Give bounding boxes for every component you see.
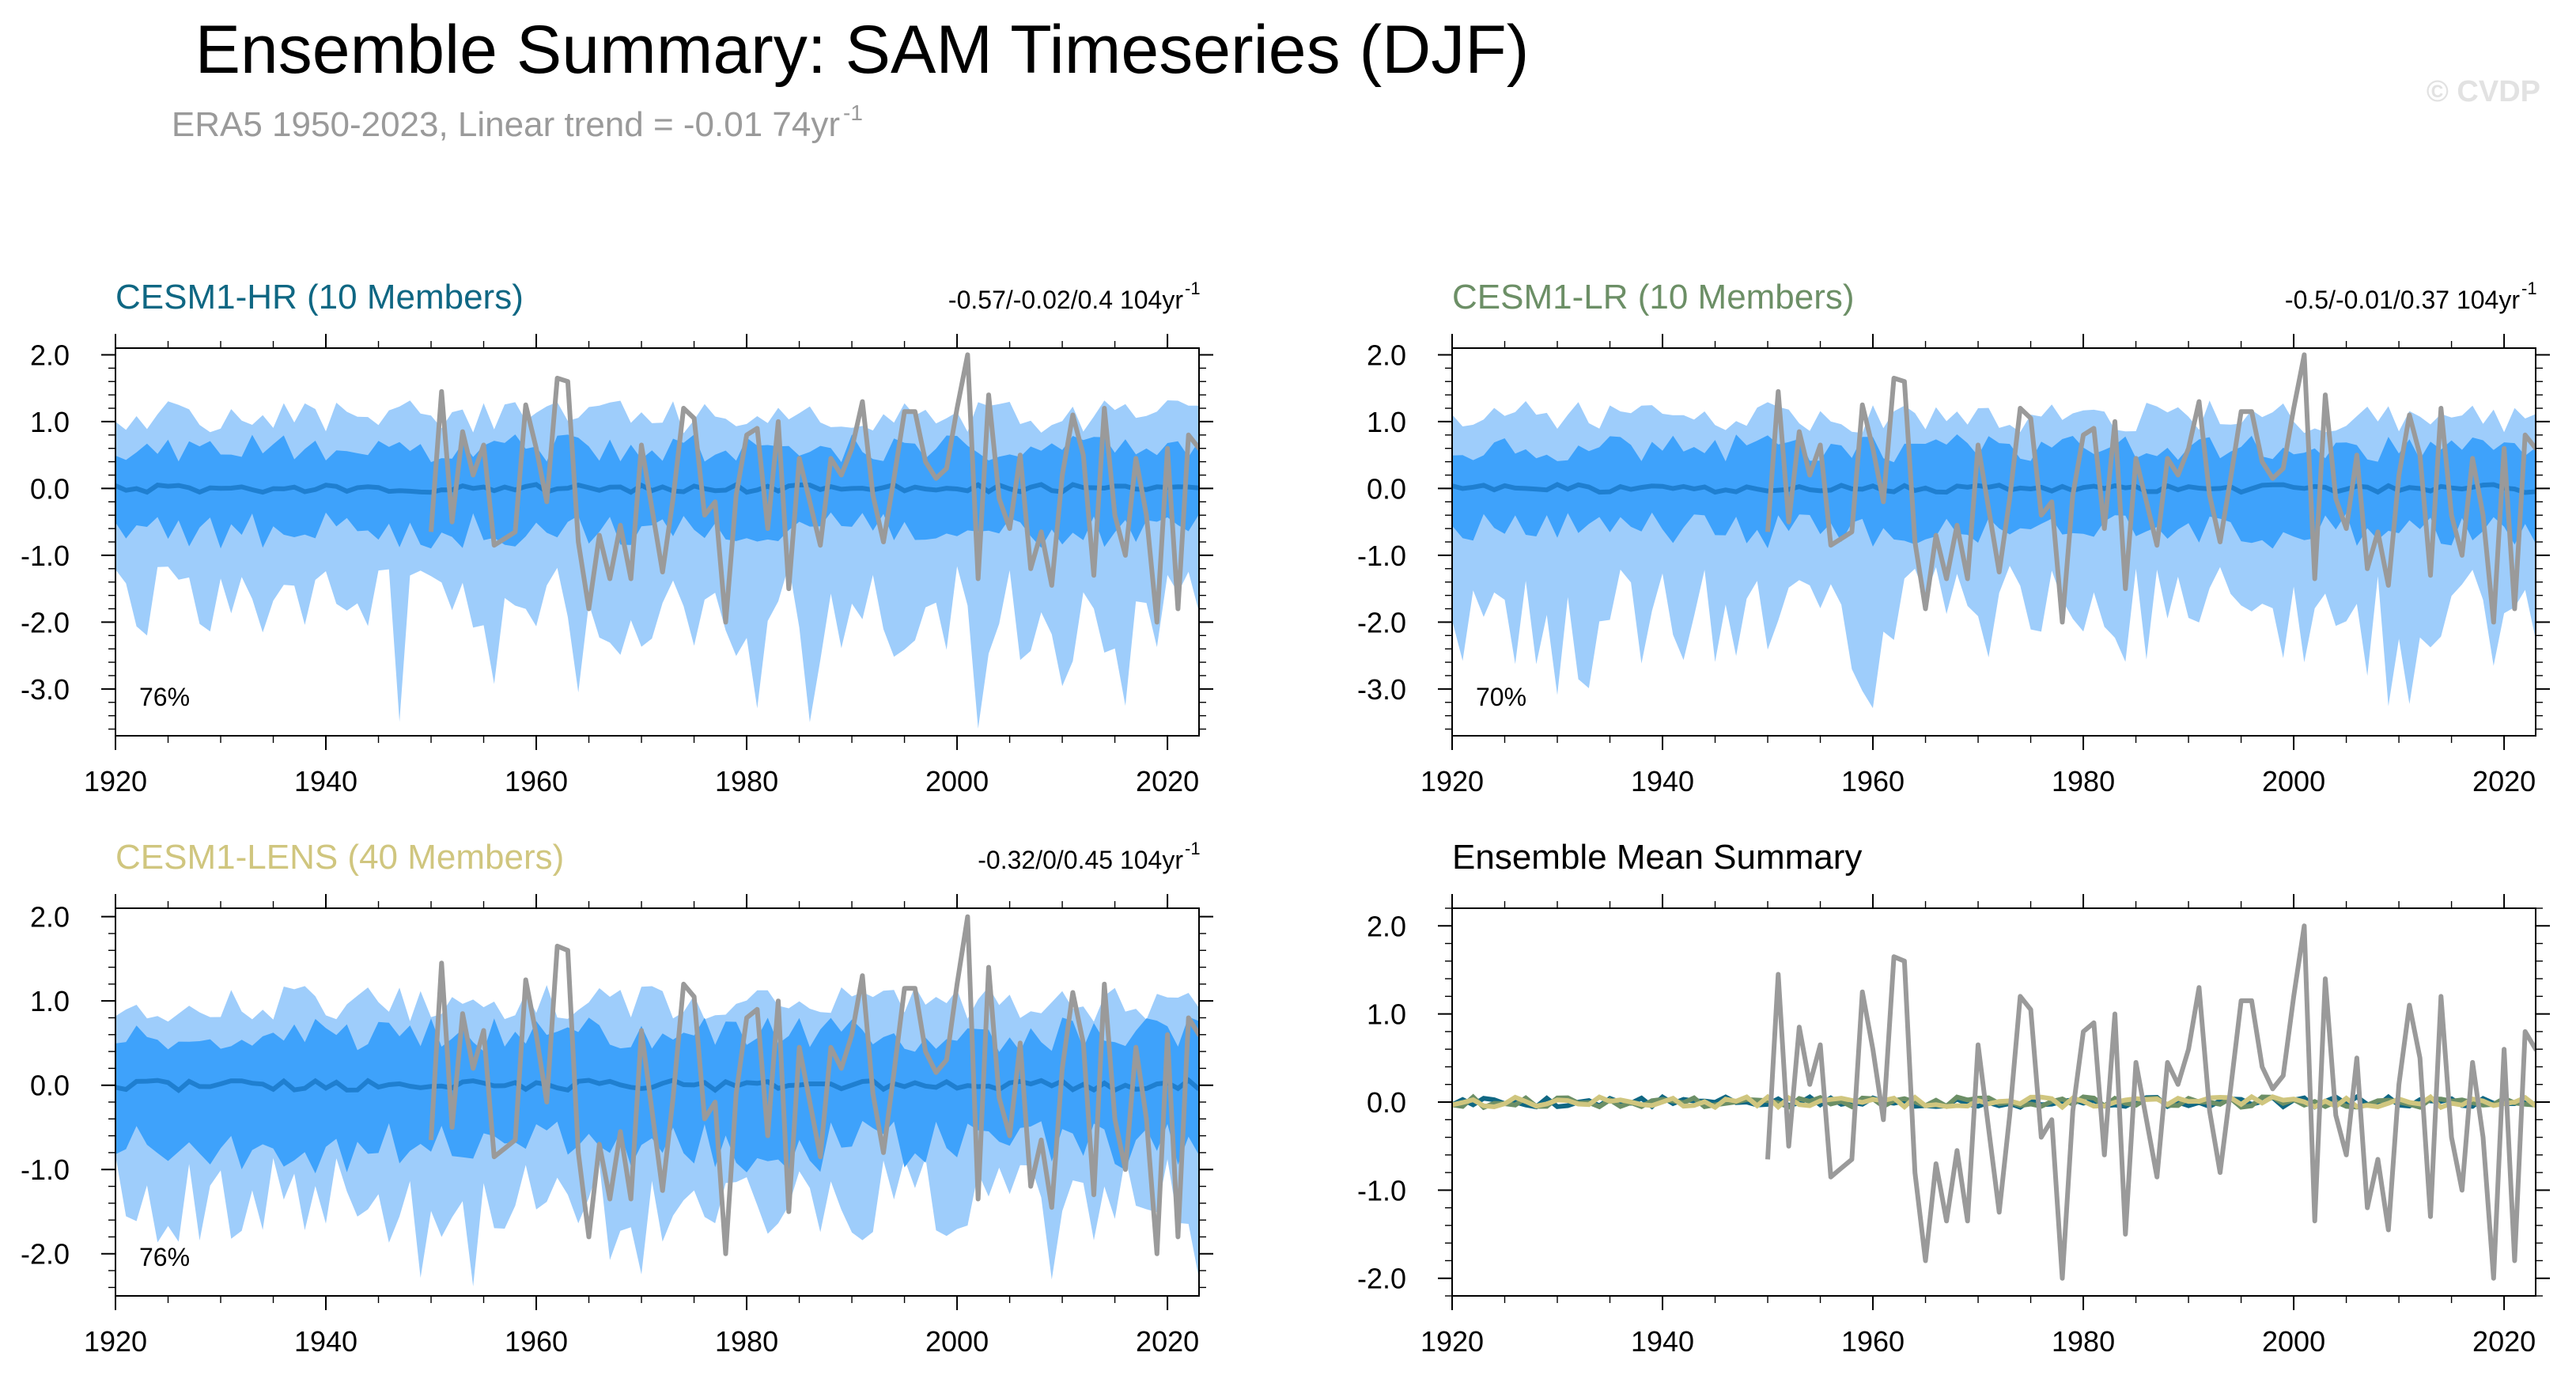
xtick-label: 2020 bbox=[2472, 765, 2536, 797]
panel-title-hr: CESM1-HR (10 Members) bbox=[115, 278, 524, 316]
panel-lr: CESM1-LR (10 Members) -0.5/-0.01/0.37 104… bbox=[1357, 278, 2550, 797]
ytick-label: 2.0 bbox=[30, 901, 70, 934]
observed-line-lr bbox=[1765, 352, 2536, 625]
ytick-label: -1.0 bbox=[21, 540, 70, 572]
panel-stats-sup-lr: -1 bbox=[2521, 278, 2537, 298]
plot-area-hr bbox=[115, 352, 1199, 729]
xtick-label: 1940 bbox=[294, 1325, 357, 1358]
xtick-label: 2000 bbox=[925, 765, 989, 797]
ensemble-mean-line-hr bbox=[115, 482, 1199, 495]
observed-line-lens bbox=[429, 914, 1199, 1256]
observed-line-hr bbox=[429, 352, 1199, 625]
xtick-label: 1920 bbox=[1420, 1325, 1484, 1358]
xtick-label: 1940 bbox=[1631, 765, 1694, 797]
panel-stats-lr: -0.5/-0.01/0.37 104yr bbox=[2285, 286, 2520, 314]
xtick-label: 2000 bbox=[2262, 1325, 2325, 1358]
ytick-label: -2.0 bbox=[21, 1238, 70, 1271]
panel-stats-sup-hr: -1 bbox=[1185, 278, 1201, 298]
panel-title-lens: CESM1-LENS (40 Members) bbox=[115, 838, 564, 877]
watermark: © CVDP bbox=[2427, 75, 2540, 108]
ytick-label: -1.0 bbox=[21, 1153, 70, 1186]
xtick-label: 1980 bbox=[715, 1325, 778, 1358]
xtick-label: 2000 bbox=[2262, 765, 2325, 797]
ytick-label: -3.0 bbox=[21, 673, 70, 706]
ytick-label: 0.0 bbox=[1367, 1086, 1406, 1119]
ytick-label: 1.0 bbox=[30, 985, 70, 1017]
ytick-label: 0.0 bbox=[1367, 472, 1406, 505]
ytick-label: 2.0 bbox=[1367, 339, 1406, 371]
ytick-label: -1.0 bbox=[1357, 540, 1406, 572]
main-title: Ensemble Summary: SAM Timeseries (DJF) bbox=[195, 12, 1530, 88]
panel-hr: CESM1-HR (10 Members) -0.57/-0.02/0.4 104… bbox=[21, 278, 1213, 797]
plot-area-lr bbox=[1452, 352, 2536, 709]
xtick-label: 1980 bbox=[715, 765, 778, 797]
ytick-label: 1.0 bbox=[1367, 998, 1406, 1031]
percent-label-lr: 70% bbox=[1476, 683, 1526, 711]
xtick-label: 2020 bbox=[1136, 1325, 1199, 1358]
panel-title-lr: CESM1-LR (10 Members) bbox=[1452, 278, 1855, 316]
panel-lens: CESM1-LENS (40 Members) -0.32/0/0.45 104y… bbox=[21, 838, 1213, 1358]
panel-summary: Ensemble Mean Summary -2.0 -1.0 0.0 1.0 2.0 19… bbox=[1357, 838, 2550, 1358]
xtick-label: 1940 bbox=[1631, 1325, 1694, 1358]
ensemble-mean-line-lens bbox=[1452, 1093, 2536, 1111]
plot-area-lens bbox=[115, 914, 1199, 1286]
ytick-label: -2.0 bbox=[1357, 1263, 1406, 1295]
panel-stats-lens: -0.32/0/0.45 104yr bbox=[978, 846, 1183, 874]
xtick-label: 1920 bbox=[84, 765, 147, 797]
panel-stats-sup-lens: -1 bbox=[1185, 839, 1201, 858]
observed-line-summary bbox=[1765, 923, 2536, 1281]
percent-label-lens: 76% bbox=[139, 1243, 190, 1271]
xtick-label: 2020 bbox=[2472, 1325, 2536, 1358]
subtitle-superscript: -1 bbox=[843, 100, 863, 125]
plot-area-summary bbox=[1452, 923, 2536, 1281]
xtick-label: 2020 bbox=[1136, 765, 1199, 797]
ytick-label: -2.0 bbox=[21, 606, 70, 638]
xtick-label: 1960 bbox=[505, 1325, 568, 1358]
xtick-label: 1980 bbox=[2052, 765, 2115, 797]
ytick-label: -2.0 bbox=[1357, 606, 1406, 638]
xtick-label: 1980 bbox=[2052, 1325, 2115, 1358]
panel-title-summary: Ensemble Mean Summary bbox=[1452, 838, 1862, 877]
percent-label-hr: 76% bbox=[139, 683, 190, 711]
ytick-label: 0.0 bbox=[30, 1070, 70, 1102]
ytick-label: 0.0 bbox=[30, 472, 70, 505]
panels-container: CESM1-HR (10 Members) -0.57/-0.02/0.4 104… bbox=[21, 278, 2550, 1358]
xtick-label: 1940 bbox=[294, 765, 357, 797]
xtick-label: 1960 bbox=[1841, 1325, 1905, 1358]
ensemble-mean-line-lens bbox=[115, 1077, 1199, 1093]
xtick-label: 1960 bbox=[1841, 765, 1905, 797]
xtick-label: 1960 bbox=[505, 765, 568, 797]
ytick-label: 2.0 bbox=[1367, 910, 1406, 942]
ytick-label: 1.0 bbox=[1367, 406, 1406, 438]
ensemble-mean-line-lr bbox=[1452, 482, 2536, 495]
subtitle: ERA5 1950-2023, Linear trend = -0.01 74y… bbox=[172, 105, 840, 144]
ytick-label: -1.0 bbox=[1357, 1174, 1406, 1206]
xtick-label: 2000 bbox=[925, 1325, 989, 1358]
panel-stats-hr: -0.57/-0.02/0.4 104yr bbox=[948, 286, 1183, 314]
ytick-label: -3.0 bbox=[1357, 673, 1406, 706]
ytick-label: 1.0 bbox=[30, 406, 70, 438]
xtick-label: 1920 bbox=[1420, 765, 1484, 797]
ytick-label: 2.0 bbox=[30, 339, 70, 371]
xtick-label: 1920 bbox=[84, 1325, 147, 1358]
